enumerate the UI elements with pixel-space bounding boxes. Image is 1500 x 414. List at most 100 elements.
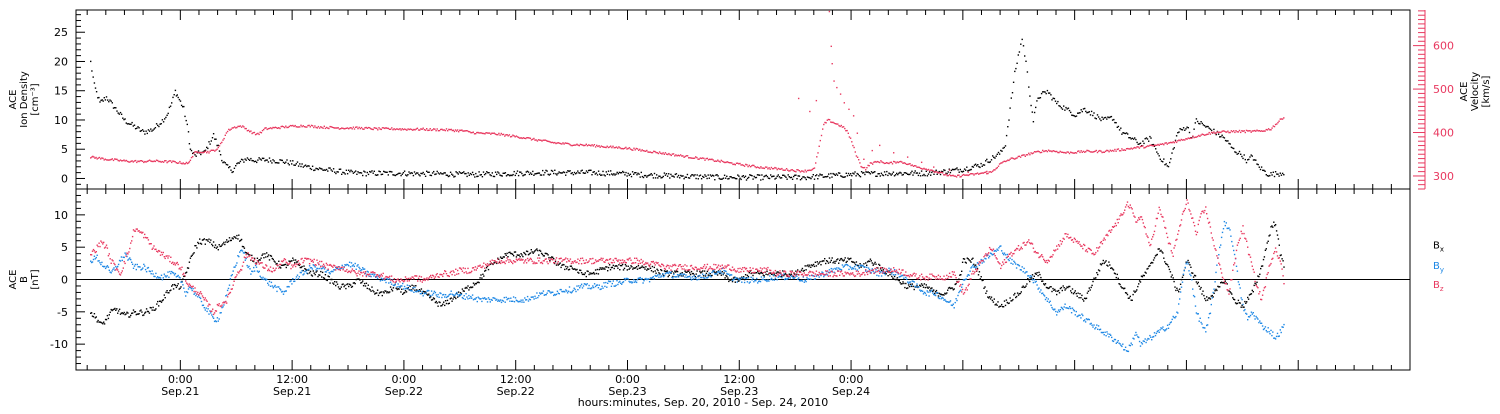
data-point	[1196, 136, 1197, 137]
data-point	[1068, 152, 1069, 153]
data-point	[166, 290, 167, 291]
data-point	[1025, 156, 1026, 157]
data-point	[816, 275, 817, 276]
data-point	[296, 126, 297, 127]
data-point	[389, 291, 390, 292]
date-tick-label: Sep.24	[832, 385, 870, 398]
data-point	[1276, 173, 1277, 174]
data-point	[809, 111, 810, 112]
data-point	[1276, 230, 1277, 231]
data-point	[261, 132, 262, 133]
data-point	[1132, 138, 1133, 139]
data-point	[1213, 131, 1214, 132]
data-point	[198, 150, 199, 151]
data-point	[998, 166, 999, 167]
data-point	[494, 176, 495, 177]
data-point	[1168, 166, 1169, 167]
data-point	[679, 155, 680, 156]
data-point	[716, 174, 717, 175]
data-point	[321, 276, 322, 277]
data-point	[701, 158, 702, 159]
data-point	[377, 290, 378, 291]
data-point	[961, 176, 962, 177]
data-point	[170, 273, 171, 274]
data-point	[889, 274, 890, 275]
data-point	[520, 253, 521, 254]
data-point	[1015, 68, 1016, 69]
data-point	[374, 274, 375, 275]
data-point	[872, 163, 873, 164]
data-point	[636, 282, 637, 283]
data-point	[225, 241, 226, 242]
data-point	[1270, 129, 1271, 130]
data-point	[515, 297, 516, 298]
data-point	[1134, 335, 1135, 336]
data-point	[748, 277, 749, 278]
data-point	[1007, 160, 1008, 161]
data-point	[731, 162, 732, 163]
data-point	[95, 157, 96, 158]
data-point	[163, 162, 164, 163]
data-point	[986, 171, 987, 172]
data-point	[169, 107, 170, 108]
data-point	[90, 61, 91, 62]
data-point	[437, 302, 438, 303]
data-point	[554, 142, 555, 143]
data-point	[388, 174, 389, 175]
data-point	[135, 128, 136, 129]
data-point	[430, 295, 431, 296]
data-point	[862, 167, 863, 168]
data-point	[791, 169, 792, 170]
data-point	[654, 173, 655, 174]
data-point	[1054, 309, 1055, 310]
data-point	[262, 130, 263, 131]
data-point	[151, 273, 152, 274]
data-point	[1155, 335, 1156, 336]
data-point	[655, 152, 656, 153]
data-point	[1089, 287, 1090, 288]
data-point	[168, 292, 169, 293]
data-point	[290, 280, 291, 281]
data-point	[578, 285, 579, 286]
data-point	[496, 134, 497, 135]
data-point	[485, 270, 486, 271]
data-point	[1104, 152, 1105, 153]
data-point	[713, 175, 714, 176]
data-point	[278, 261, 279, 262]
data-point	[801, 270, 802, 271]
data-point	[225, 162, 226, 163]
data-point	[1097, 152, 1098, 153]
data-point	[1028, 86, 1029, 87]
data-point	[814, 167, 815, 168]
data-point	[704, 160, 705, 161]
data-point	[254, 270, 255, 271]
data-point	[108, 267, 109, 268]
data-point	[93, 76, 94, 77]
data-point	[471, 298, 472, 299]
data-point	[885, 174, 886, 175]
data-point	[833, 80, 834, 81]
data-point	[1019, 265, 1020, 266]
data-point	[378, 171, 379, 172]
data-point	[221, 160, 222, 161]
data-point	[563, 264, 564, 265]
data-point	[111, 101, 112, 102]
data-point	[1278, 121, 1279, 122]
data-point	[805, 280, 806, 281]
data-point	[707, 271, 708, 272]
data-point	[786, 179, 787, 180]
data-point	[488, 269, 489, 270]
data-point	[162, 161, 163, 162]
data-point	[1058, 105, 1059, 106]
data-point	[1203, 134, 1204, 135]
data-point	[356, 269, 357, 270]
data-point	[271, 256, 272, 257]
data-point	[474, 176, 475, 177]
data-point	[240, 125, 241, 126]
data-point	[109, 99, 110, 100]
data-point	[1237, 131, 1238, 132]
data-point	[624, 174, 625, 175]
data-point	[868, 267, 869, 268]
data-point	[743, 175, 744, 176]
data-point	[841, 269, 842, 270]
